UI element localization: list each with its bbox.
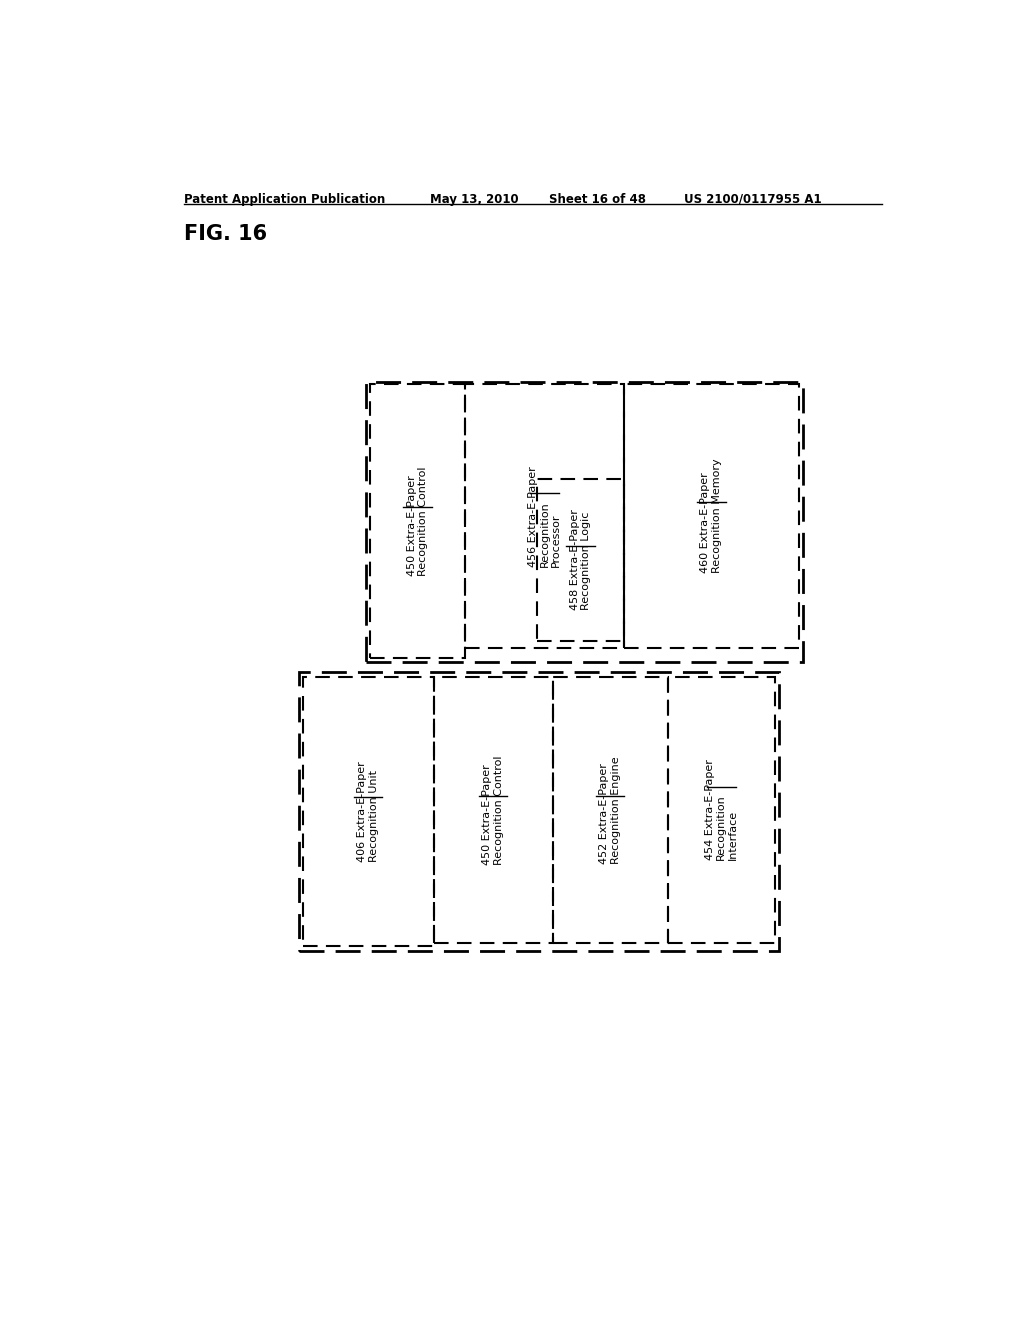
Bar (299, 672, 778, 952)
Text: 406 Extra-E-Paper
Recognition Unit: 406 Extra-E-Paper Recognition Unit (357, 762, 379, 862)
Text: FIG. 16: FIG. 16 (183, 224, 266, 244)
Bar (553, 677, 668, 942)
Text: 456 Extra-E-Paper
Recognition
Processor: 456 Extra-E-Paper Recognition Processor (528, 466, 561, 566)
Bar (537, 479, 624, 642)
Text: 460 Extra-E-Paper
Recognition Memory: 460 Extra-E-Paper Recognition Memory (700, 459, 722, 573)
Text: May 13, 2010: May 13, 2010 (430, 193, 518, 206)
Bar (668, 677, 775, 942)
Bar (624, 384, 799, 648)
Text: Sheet 16 of 48: Sheet 16 of 48 (549, 193, 645, 206)
Text: 450 Extra-E-Paper
Recognition Control: 450 Extra-E-Paper Recognition Control (482, 755, 504, 865)
Text: 452 Extra-E-Paper
Recognition Engine: 452 Extra-E-Paper Recognition Engine (599, 756, 621, 863)
Bar (433, 677, 553, 942)
Text: 458 Extra-E-Paper
Recognition Logic: 458 Extra-E-Paper Recognition Logic (569, 510, 591, 610)
Bar (367, 381, 803, 661)
Bar (303, 677, 433, 946)
Bar (370, 384, 465, 659)
Text: 454 Extra-E-Paper
Recognition
Interface: 454 Extra-E-Paper Recognition Interface (705, 759, 738, 861)
Bar (465, 384, 624, 648)
Text: US 2100/0117955 A1: US 2100/0117955 A1 (684, 193, 821, 206)
Text: Patent Application Publication: Patent Application Publication (183, 193, 385, 206)
Text: 450 Extra-E-Paper
Recognition Control: 450 Extra-E-Paper Recognition Control (407, 466, 428, 576)
